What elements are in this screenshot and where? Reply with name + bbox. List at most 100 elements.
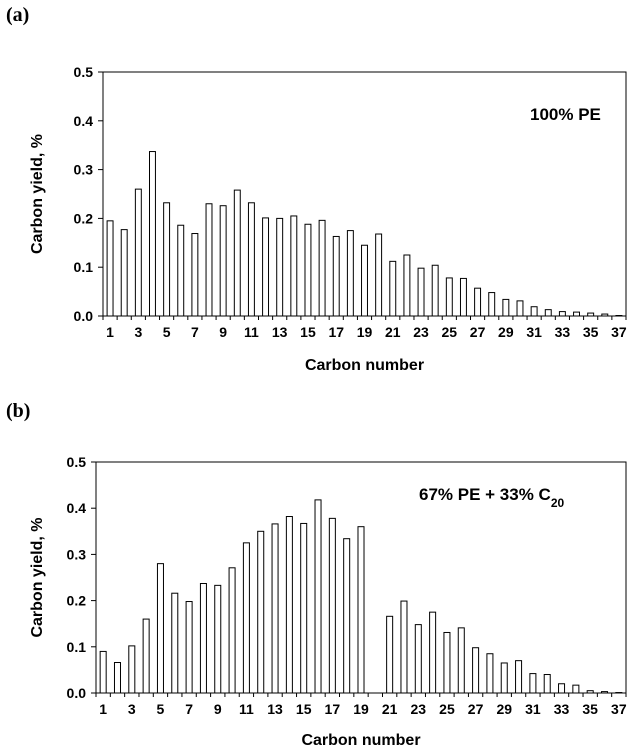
bar	[586, 690, 594, 694]
x-tick-label: 9	[214, 701, 222, 717]
bar	[163, 202, 171, 317]
x-tick-label: 29	[498, 324, 514, 340]
bar	[290, 215, 298, 317]
bar	[572, 684, 580, 694]
bar	[443, 631, 451, 694]
y-tick-label: 0.2	[74, 210, 94, 226]
bar	[191, 233, 199, 317]
y-tick-label: 0.3	[74, 162, 94, 178]
x-tick-label: 31	[526, 324, 542, 340]
y-tick-label: 0.1	[74, 259, 94, 275]
chart-annotation: 67% PE + 33% C20	[419, 485, 565, 510]
bar	[472, 647, 480, 694]
bar	[262, 217, 270, 317]
bar	[156, 563, 164, 694]
bar	[431, 264, 439, 317]
bar	[185, 601, 193, 694]
panel-label-b: (b)	[6, 400, 31, 422]
x-tick-label: 7	[191, 324, 199, 340]
bar	[332, 235, 340, 317]
x-tick-label: 17	[325, 701, 341, 717]
bar	[314, 499, 322, 694]
bar	[142, 618, 150, 694]
bar	[171, 592, 179, 694]
bar	[516, 300, 524, 317]
bar	[304, 223, 312, 317]
bar	[543, 674, 551, 694]
x-axis-title: Carbon number	[301, 732, 420, 749]
bar	[474, 287, 482, 317]
x-tick-label: 19	[353, 701, 369, 717]
x-tick-label: 13	[267, 701, 283, 717]
bar	[601, 313, 609, 317]
bar	[120, 229, 128, 317]
bar	[573, 311, 580, 317]
x-tick-label: 21	[382, 701, 398, 717]
bar-chart-a: 0.00.10.20.30.40.51 3 5 7 9 11 13 15 17 19 21 23 25 2…	[29, 64, 627, 374]
y-axis-title: Carbon yield, %	[29, 134, 46, 254]
bar	[177, 224, 185, 317]
x-tick-label: 1	[99, 701, 107, 717]
bar	[242, 542, 250, 694]
bar	[357, 526, 365, 694]
y-tick-label: 0.3	[67, 546, 87, 562]
x-tick-label: 23	[413, 324, 429, 340]
x-tick-label: 11	[239, 701, 254, 717]
x-tick-label: 35	[583, 324, 599, 340]
bar	[233, 189, 241, 317]
y-tick-label: 0.4	[74, 113, 94, 129]
panel-label-a: (a)	[6, 4, 30, 26]
x-tick-label: 25	[439, 701, 455, 717]
y-tick-label: 0.5	[67, 454, 87, 470]
bar	[346, 230, 354, 317]
x-tick-label: 15	[300, 324, 316, 340]
x-tick-label: 37	[611, 701, 627, 717]
bar	[459, 277, 467, 317]
bar	[445, 277, 453, 317]
y-axis-title: Carbon yield, %	[29, 517, 46, 637]
bar	[558, 683, 566, 694]
bar	[343, 538, 351, 694]
x-tick-label: 33	[555, 324, 571, 340]
x-tick-label: 37	[611, 324, 627, 340]
y-tick-label: 0.4	[67, 500, 87, 516]
x-tick-label: 5	[157, 701, 165, 717]
bar	[488, 292, 496, 317]
chart-annotation: 100% PE	[530, 105, 601, 124]
y-tick-label: 0.2	[67, 593, 87, 609]
y-tick-label: 0.0	[67, 685, 87, 701]
x-tick-label: 1	[106, 324, 114, 340]
bar	[300, 522, 308, 694]
bar	[601, 691, 609, 694]
bar	[106, 220, 114, 317]
bar	[500, 662, 508, 694]
x-tick-label: 15	[296, 701, 312, 717]
x-tick-label: 23	[411, 701, 427, 717]
x-tick-label: 27	[470, 324, 486, 340]
x-tick-label: 31	[525, 701, 541, 717]
bar	[247, 202, 255, 317]
x-tick-label: 29	[496, 701, 512, 717]
bar	[403, 254, 411, 317]
bar	[318, 219, 326, 317]
bar	[205, 203, 213, 317]
bar	[400, 600, 408, 694]
x-tick-label: 17	[328, 324, 344, 340]
bar	[285, 516, 293, 694]
x-tick-label: 13	[272, 324, 288, 340]
bar	[486, 653, 494, 694]
x-tick-label: 33	[554, 701, 570, 717]
bar	[530, 306, 538, 317]
bar	[544, 309, 552, 317]
x-tick-label: 5	[163, 324, 171, 340]
bar	[228, 567, 236, 694]
bar	[328, 517, 336, 694]
bar	[417, 267, 425, 317]
bar	[375, 233, 383, 317]
x-tick-label: 27	[468, 701, 484, 717]
bar	[389, 260, 397, 317]
x-tick-label: 9	[219, 324, 227, 340]
bar	[257, 530, 265, 694]
x-axis-title: Carbon number	[305, 357, 424, 374]
